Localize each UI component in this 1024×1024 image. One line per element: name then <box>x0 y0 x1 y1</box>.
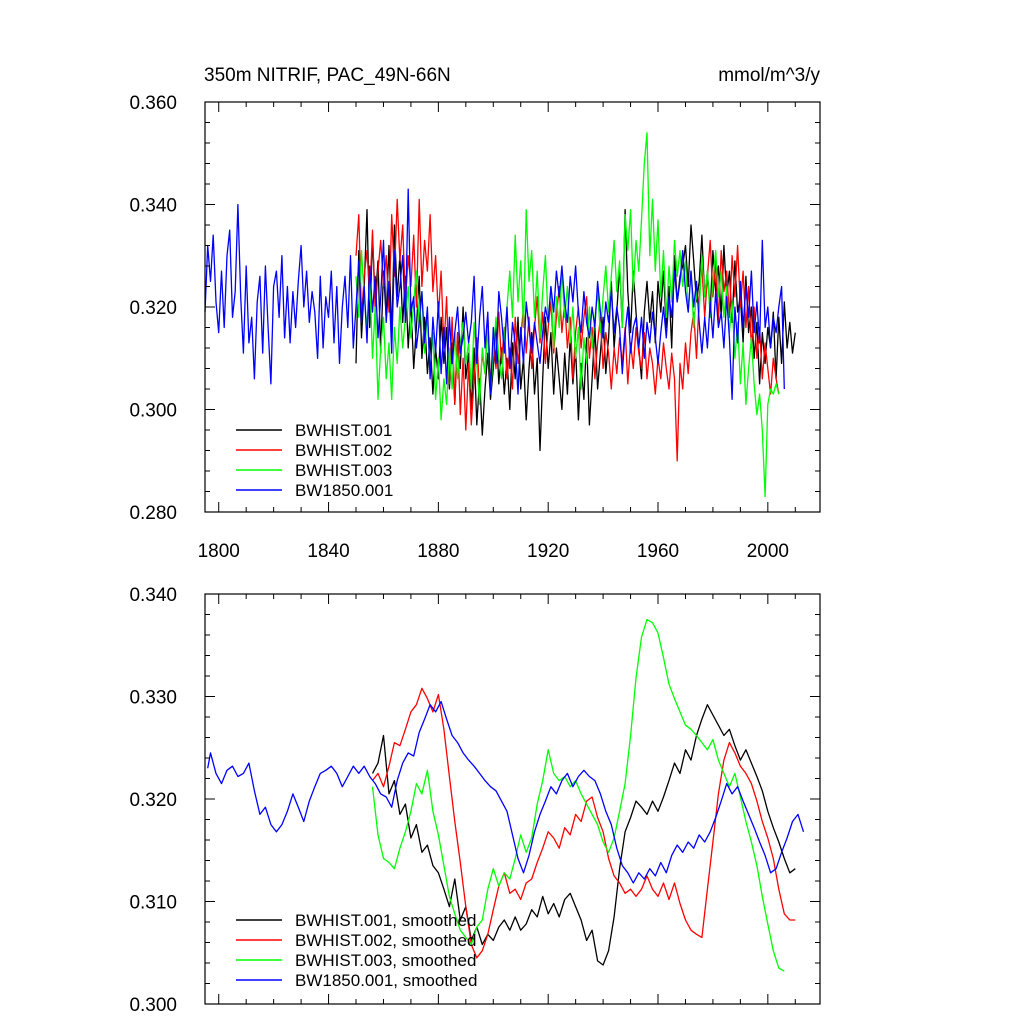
top-series-line-2 <box>355 198 780 462</box>
bottom-chart-panel: 0.300 0.310 0.320 0.330 0.340 BWHIST.001, sm… <box>129 585 821 1016</box>
top-series-group <box>204 132 796 498</box>
top-y-tick-label: 0.340 <box>129 196 177 217</box>
bottom-legend-label-2: BWHIST.002, smoothed <box>295 931 476 950</box>
top-chart-title: 350m NITRIF, PAC_49N-66N <box>204 65 451 86</box>
top-y-tick-label: 0.320 <box>129 298 177 319</box>
bottom-series-line-3 <box>371 618 785 972</box>
top-legend-label-3: BWHIST.003 <box>295 461 392 480</box>
bottom-legend-label-1: BWHIST.001, smoothed <box>295 911 476 930</box>
top-y-tick-label: 0.300 <box>129 401 177 422</box>
top-series-line-4 <box>204 188 785 400</box>
top-x-tick-label: 1840 <box>307 541 349 562</box>
bottom-y-tick-label: 0.320 <box>129 790 177 811</box>
top-x-tick-label: 1960 <box>637 541 679 562</box>
top-x-tick-label: 1920 <box>527 541 569 562</box>
top-chart-panel: 1800 1840 1880 1920 1960 2000 0.280 0.300 0.320 0… <box>129 93 821 562</box>
bottom-axes: 0.300 0.310 0.320 0.330 0.340 <box>129 585 820 1016</box>
bottom-series-line-2 <box>371 687 796 959</box>
bottom-series-line-1 <box>371 704 796 966</box>
top-y-tick-label: 0.360 <box>129 93 177 114</box>
top-chart-units: mmol/m^3/y <box>718 65 820 86</box>
bottom-series-line-4 <box>207 700 805 884</box>
top-legend-label-4: BW1850.001 <box>295 481 393 500</box>
top-axes: 1800 1840 1880 1920 1960 2000 0.280 0.300 0.320 0… <box>129 93 820 562</box>
top-y-tick-label: 0.280 <box>129 503 177 524</box>
bottom-legend-label-3: BWHIST.003, smoothed <box>295 951 476 970</box>
top-x-tick-label: 1880 <box>417 541 459 562</box>
top-legend-label-1: BWHIST.001 <box>295 421 392 440</box>
top-x-tick-label: 1800 <box>198 541 240 562</box>
bottom-legend-label-4: BW1850.001, smoothed <box>295 971 477 990</box>
bottom-y-tick-label: 0.300 <box>129 995 177 1016</box>
top-legend-label-2: BWHIST.002 <box>295 441 392 460</box>
bottom-series-group <box>207 618 805 972</box>
bottom-y-tick-label: 0.310 <box>129 893 177 914</box>
bottom-y-tick-label: 0.340 <box>129 585 177 606</box>
top-x-tick-label: 2000 <box>747 541 789 562</box>
bottom-y-tick-label: 0.330 <box>129 688 177 709</box>
